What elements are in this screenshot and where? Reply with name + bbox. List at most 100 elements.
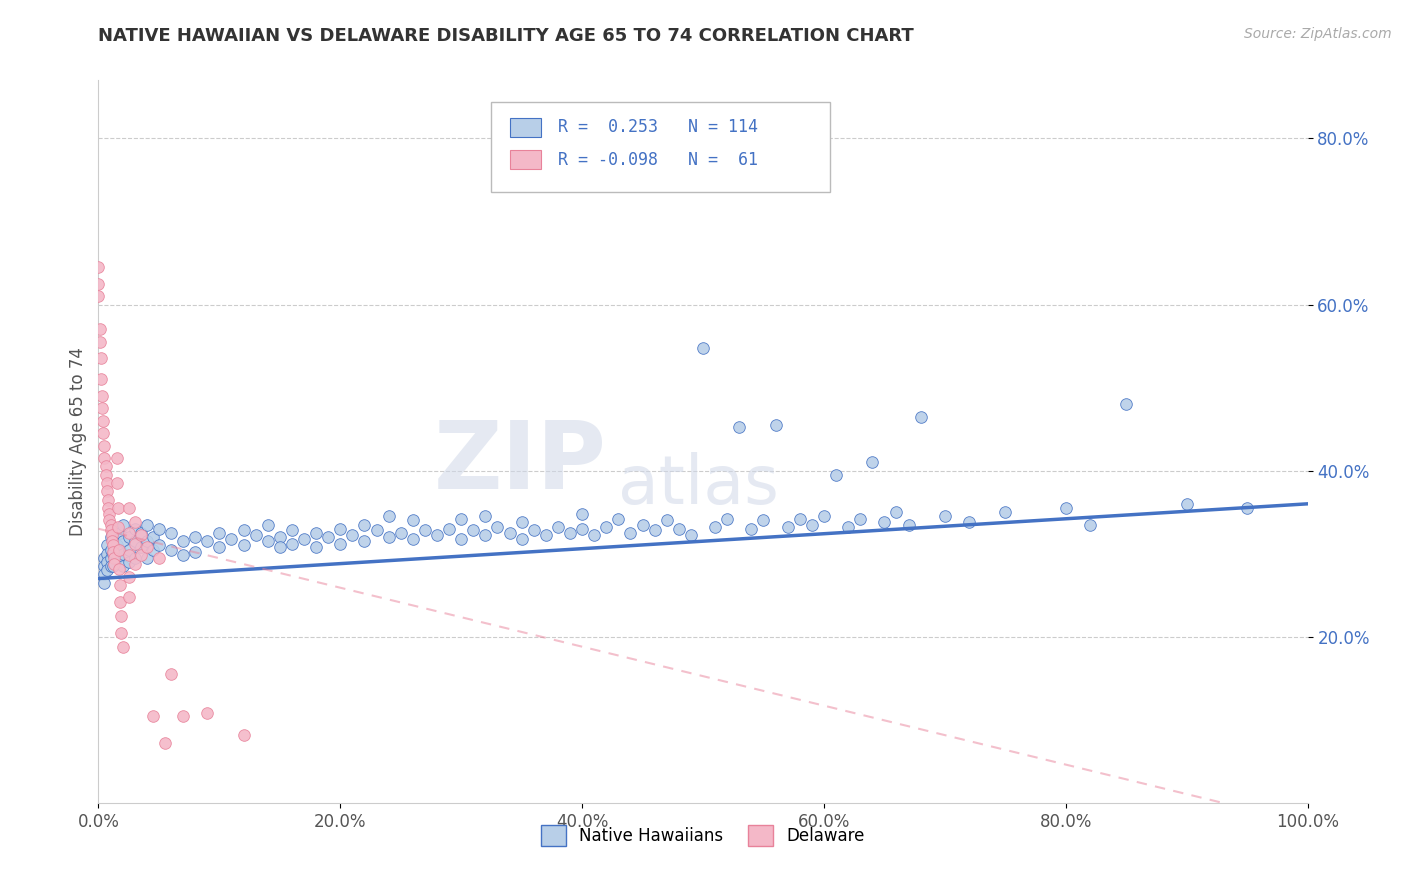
Point [172, 534, 194, 549]
Point [172, 708, 194, 723]
Text: NATIVE HAWAIIAN VS DELAWARE DISABILITY AGE 65 TO 74 CORRELATION CHART: NATIVE HAWAIIAN VS DELAWARE DISABILITY A… [98, 27, 914, 45]
Point [994, 505, 1017, 519]
Point [100, 528, 122, 542]
Point [571, 522, 593, 536]
Point [101, 559, 124, 574]
Point [124, 522, 146, 536]
Y-axis label: Disability Age 65 to 74: Disability Age 65 to 74 [69, 347, 87, 536]
Point [118, 590, 141, 604]
Point [740, 522, 762, 536]
Point [142, 530, 165, 544]
Point [111, 547, 134, 561]
Point [668, 522, 690, 536]
Point [510, 532, 533, 546]
Point [101, 545, 124, 559]
Point [94, 467, 117, 482]
Point [108, 561, 131, 575]
Point [486, 520, 509, 534]
Point [172, 549, 194, 563]
Point [510, 515, 533, 529]
Point [108, 595, 131, 609]
Point [776, 520, 799, 534]
Point [619, 525, 641, 540]
Point [107, 500, 129, 515]
Point [98, 513, 121, 527]
Point [256, 534, 278, 549]
Point [118, 525, 141, 540]
Point [957, 515, 980, 529]
Point [93, 550, 115, 565]
Point [124, 557, 146, 571]
FancyBboxPatch shape [509, 118, 541, 136]
Point [129, 540, 152, 554]
Point [124, 550, 146, 565]
Point [93, 567, 115, 582]
Point [353, 534, 375, 549]
Point [142, 542, 165, 557]
Point [595, 520, 617, 534]
Point [93, 575, 115, 590]
Point [110, 625, 132, 640]
Point [195, 706, 218, 720]
Point [100, 524, 122, 538]
Point [100, 542, 122, 557]
Legend: Native Hawaiians, Delaware: Native Hawaiians, Delaware [534, 819, 872, 852]
Point [1078, 517, 1101, 532]
Point [108, 525, 131, 540]
Point [90, 351, 112, 366]
Point [934, 509, 956, 524]
Point [100, 550, 122, 565]
Point [547, 520, 569, 534]
Point [96, 555, 118, 569]
Point [118, 500, 141, 515]
Point [135, 534, 157, 549]
Point [342, 528, 364, 542]
Point [103, 550, 125, 565]
Text: ZIP: ZIP [433, 417, 606, 509]
Point [91, 389, 114, 403]
Point [1115, 397, 1137, 411]
Point [377, 530, 399, 544]
Point [118, 530, 141, 544]
Point [91, 414, 114, 428]
Point [221, 532, 243, 546]
Point [129, 528, 152, 542]
Point [655, 513, 678, 527]
Point [142, 708, 165, 723]
Point [800, 517, 823, 532]
Point [353, 517, 375, 532]
Point [329, 537, 352, 551]
Point [269, 530, 291, 544]
Point [111, 559, 134, 574]
Point [89, 334, 111, 349]
Point [96, 563, 118, 577]
Point [160, 542, 183, 557]
Point [426, 528, 449, 542]
Point [208, 525, 231, 540]
Point [96, 547, 118, 561]
Point [910, 409, 932, 424]
Point [305, 540, 328, 554]
Text: R = -0.098   N =  61: R = -0.098 N = 61 [558, 151, 758, 169]
Point [135, 517, 157, 532]
Point [886, 505, 908, 519]
Point [366, 524, 388, 538]
Point [108, 542, 131, 557]
Point [108, 542, 131, 557]
Point [1054, 500, 1077, 515]
Point [105, 476, 128, 491]
Point [498, 525, 520, 540]
Point [124, 537, 146, 551]
Point [450, 512, 472, 526]
Point [752, 513, 775, 527]
Point [118, 570, 141, 584]
Point [825, 467, 848, 482]
Point [89, 322, 111, 336]
Text: atlas: atlas [619, 452, 779, 518]
Point [692, 341, 714, 355]
Point [402, 513, 425, 527]
Point [245, 528, 267, 542]
Point [184, 530, 207, 544]
Point [281, 537, 304, 551]
Point [474, 509, 496, 524]
